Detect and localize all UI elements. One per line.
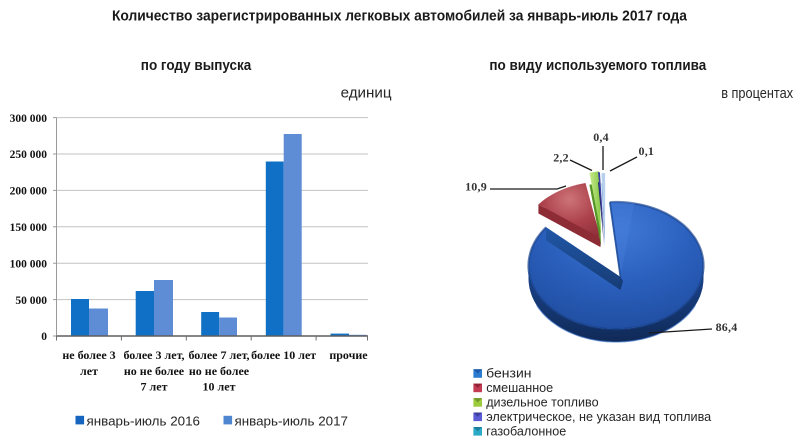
svg-text:10 лет: 10 лет [203,379,236,393]
svg-text:86,4: 86,4 [716,320,738,334]
svg-text:прочие: прочие [329,348,368,362]
svg-text:по году выпуска: по году выпуска [141,57,252,74]
svg-text:150 000: 150 000 [10,222,48,234]
svg-text:в процентах: в процентах [721,85,793,102]
svg-text:единиц: единиц [341,85,392,102]
svg-text:Количество зарегистрированных: Количество зарегистрированных легковых а… [112,7,688,24]
svg-text:0,4: 0,4 [593,130,609,144]
svg-text:по виду используемого топлива: по виду используемого топлива [489,57,706,74]
svg-text:но не более: но не более [124,364,185,378]
svg-text:100 000: 100 000 [10,258,48,270]
svg-text:более 7 лет,: более 7 лет, [188,348,249,362]
svg-text:250 000: 250 000 [10,149,48,161]
svg-text:200 000: 200 000 [10,186,48,198]
svg-text:0: 0 [41,331,47,343]
svg-text:более 3 лет,: более 3 лет, [123,348,184,362]
svg-text:лет: лет [80,364,98,378]
svg-text:но не более: но не более [189,364,250,378]
svg-text:300 000: 300 000 [10,113,48,125]
svg-text:50 000: 50 000 [15,295,47,307]
svg-text:январь-июль 2017: январь-июль 2017 [235,413,349,428]
svg-text:смешанное: смешанное [486,380,553,395]
svg-text:электрическое, не указан вид т: электрическое, не указан вид топлива [486,409,712,424]
svg-text:7 лет: 7 лет [141,379,168,393]
svg-text:газобалонное: газобалонное [486,424,566,439]
svg-text:не более 3: не более 3 [62,348,115,362]
svg-text:дизельное топливо: дизельное топливо [486,395,598,410]
svg-text:январь-июль 2016: январь-июль 2016 [87,413,201,428]
svg-text:10,9: 10,9 [465,180,487,194]
svg-text:0,1: 0,1 [639,144,655,158]
svg-text:более 10 лет: более 10 лет [251,348,316,362]
svg-text:бензин: бензин [486,366,531,381]
svg-text:2,2: 2,2 [553,151,569,165]
